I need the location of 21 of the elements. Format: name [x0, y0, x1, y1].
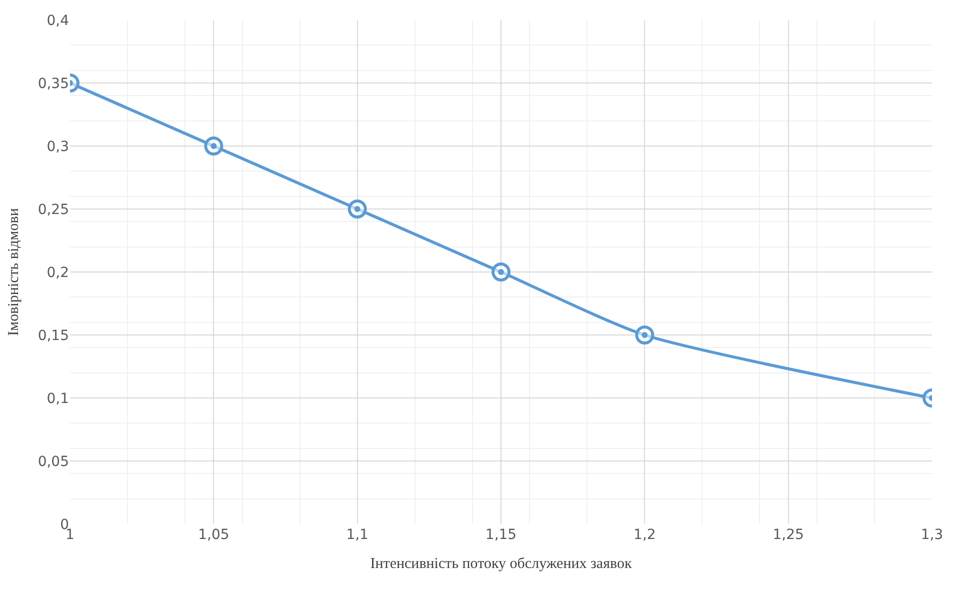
y-tick-label: 0,3	[46, 138, 69, 155]
x-tick-label: 1,15	[485, 527, 517, 543]
y-axis-title: Імовірність відмови	[6, 208, 22, 336]
x-tick-label: 1,1	[346, 527, 368, 543]
x-tick-label: 1,25	[772, 527, 804, 543]
y-tick-label: 0,2	[46, 264, 69, 281]
y-tick-label: 0,05	[38, 454, 69, 470]
point	[635, 326, 654, 344]
y-tick-label: 0,35	[38, 76, 69, 92]
y-tick-label: 0	[60, 516, 69, 533]
y-tick-label: 0,1	[46, 390, 69, 407]
x-axis-title: Інтенсивність потоку обслужених заявок	[370, 556, 632, 572]
point	[204, 136, 224, 156]
x-tick-label: 1,2	[634, 527, 656, 543]
point	[492, 262, 510, 282]
y-tick-label: 0,4	[46, 12, 70, 29]
y-tick-label: 0,15	[38, 328, 69, 344]
x-tick-label: 1,3	[920, 527, 944, 543]
point	[348, 200, 367, 218]
y-tick-label: 0,25	[38, 202, 69, 218]
x-tick-label: 1,05	[198, 527, 230, 543]
